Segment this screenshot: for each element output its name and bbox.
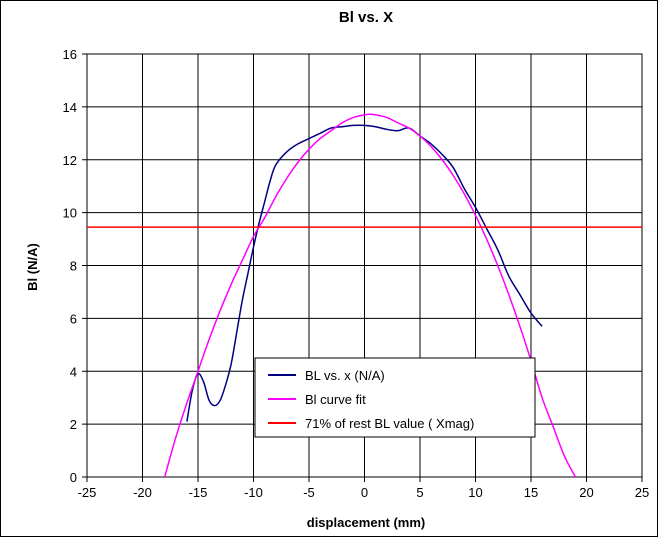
y-tick-label: 12: [63, 153, 77, 168]
legend-label: Bl curve fit: [305, 392, 366, 407]
x-tick-label: -5: [303, 485, 315, 500]
legend-label: BL vs. x (N/A): [305, 368, 385, 383]
y-tick-label: 8: [70, 259, 77, 274]
series-bl-curve-fit: [163, 113, 577, 478]
x-tick-label: 10: [468, 485, 482, 500]
y-tick-label: 2: [70, 417, 77, 432]
y-tick-label: 10: [63, 206, 77, 221]
y-axis-ticks: 0 2 4 6 8 10 12 14 16: [63, 47, 87, 485]
x-axis-label: displacement (mm): [307, 515, 425, 530]
series-group: [86, 113, 642, 478]
legend-box: [254, 357, 536, 438]
y-tick-label: 4: [70, 364, 77, 379]
x-axis-ticks: -25 -20 -15 -10 -5 0 5 10 15 20 25: [78, 477, 649, 500]
y-axis-label: Bl (N/A): [25, 243, 40, 291]
y-tick-label: 0: [70, 470, 77, 485]
x-tick-label: -15: [189, 485, 208, 500]
legend-label: 71% of rest BL value ( Xmag): [305, 416, 474, 431]
x-tick-label: 25: [635, 485, 649, 500]
x-tick-label: 5: [416, 485, 423, 500]
x-tick-label: -20: [133, 485, 152, 500]
y-tick-label: 16: [63, 47, 77, 62]
x-tick-label: -25: [78, 485, 97, 500]
x-tick-label: 0: [361, 485, 368, 500]
series-bl-measured: [186, 124, 543, 422]
y-tick-label: 14: [63, 100, 77, 115]
chart-title: Bl vs. X: [339, 9, 393, 26]
y-tick-label: 6: [70, 311, 77, 326]
x-tick-label: 15: [524, 485, 538, 500]
x-tick-label: -10: [244, 485, 263, 500]
legend: BL vs. x (N/A) Bl curve fit 71% of rest BL…: [254, 357, 536, 438]
x-tick-label: 20: [579, 485, 593, 500]
